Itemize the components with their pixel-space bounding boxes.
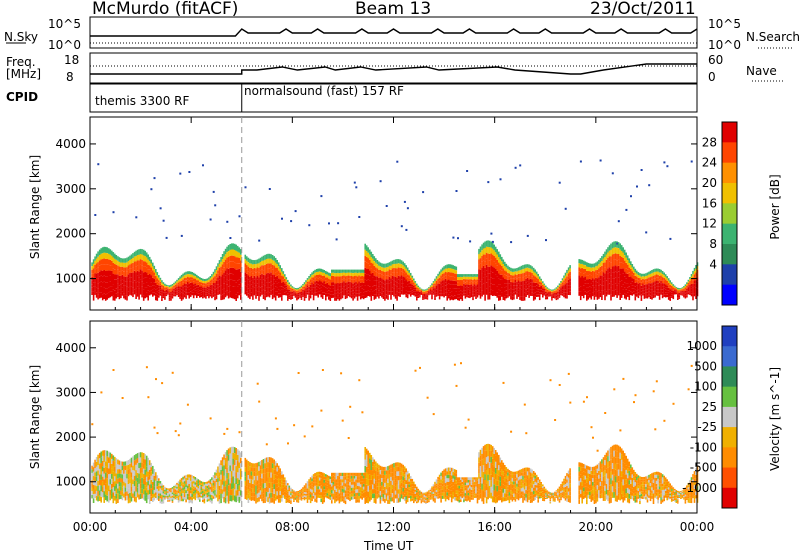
freq-line [90,63,697,75]
power-colorbar-segment [722,264,737,286]
power-colorbar-tick-label: 12 [702,217,717,231]
velocity-colorbar-tick-label: 1000 [686,339,717,353]
power-colorbar-segment [722,244,737,265]
power-colorbar-tick-label: 8 [709,237,717,251]
nsearch-tick-low: 10^0 [708,38,741,52]
nsearch-tick-high: 10^5 [708,17,741,31]
nave-tick-low: 0 [708,70,716,84]
power-scatter-data [91,159,699,301]
power-ytick-label: 1000 [55,272,86,286]
velocity-colorbar-tick-label: 500 [694,359,717,373]
velocity-colorbar-tick-label: -500 [690,461,717,475]
nave-label: Nave [746,64,777,78]
velocity-colorbar-segment [722,326,737,347]
velocity-colorbar-segment [722,406,737,428]
xtick-label: 04:00 [174,520,209,534]
xtick-label: 16:00 [477,520,512,534]
freq-tick-high: 18 [64,53,80,67]
xtick-label: 00:00 [73,520,108,534]
nsearch-label: N.Search [746,30,800,44]
power-colorbar-segment [722,183,737,204]
cpid-label: CPID [6,90,39,104]
nsky-frame [89,16,698,49]
nsky-label: N.Sky [4,30,39,44]
velocity-colorbar-segment [722,386,737,408]
velocity-colorbar-tick-label: 25 [702,400,717,414]
xaxis-label: Time UT [364,539,414,553]
power-colorbar-segment [722,223,737,245]
freq-tick-low: 8 [66,70,74,84]
velocity-colorbar-segment [722,487,737,509]
power-colorbar-tick-label: 4 [709,257,717,271]
power-ytick-label: 4000 [55,137,86,151]
freq-unit-label: [MHz] [6,67,42,81]
velocity-ytick-label: 2000 [55,430,86,444]
power-ytick-label: 2000 [55,227,86,241]
velocity-colorbar-segment [722,427,737,448]
xtick-label: 12:00 [376,520,411,534]
velocity-ytick-label: 1000 [55,475,86,489]
power-colorbar-tick-label: 20 [702,176,717,190]
freq-frame [89,52,698,84]
nave-tick-high: 60 [708,53,724,67]
xtick-label: 00:00 [680,520,715,534]
velocity-ytick-label: 3000 [55,385,86,399]
power-colorbar-tick-label: 24 [702,156,717,170]
cpid-normalsound: normalsound (fast) 157 RF [244,84,404,98]
velocity-colorbar-segment [722,346,737,367]
velocity-colorbar-segment [722,467,737,489]
velocity-scatter-data [91,362,699,505]
velocity-colorbar-tick-label: -1000 [682,481,717,495]
station-title: McMurdo (fitACF) [92,0,239,19]
power-colorbar-tick-label: 28 [702,135,717,149]
nsky-tick-high: 10^5 [48,17,81,31]
power-colorbar-segment [722,122,737,143]
nsky-tick-low: 10^0 [48,38,81,52]
velocity-colorbar-segment [722,447,737,469]
xtick-label: 08:00 [275,520,310,534]
cpid-themis: themis 3300 RF [95,94,190,108]
power-colorbar-frame [721,121,738,306]
power-colorbar-segment [722,284,737,306]
velocity-colorbar-frame [721,325,738,509]
velocity-colorbar-segment [722,366,737,388]
power-colorbar-tick-label: 16 [702,196,717,210]
power-colorbar-segment [722,142,737,164]
nsky-line [90,28,698,37]
velocity-colorbar-tick-label: 100 [694,380,717,394]
date-title: 23/Oct/2011 [590,0,696,19]
power-colorbar-segment [722,203,737,225]
velocity-colorbar-tick-label: -25 [697,420,717,434]
xtick-label: 20:00 [579,520,614,534]
cpid-frame [89,83,698,113]
freq-label: Freq. [6,55,36,69]
velocity-colorbar-tick-label: -100 [690,440,717,454]
velocity-ytick-label: 4000 [55,341,86,355]
power-colorbar-segment [722,162,737,184]
power-ytick-label: 3000 [55,182,86,196]
beam-title: Beam 13 [355,0,432,19]
